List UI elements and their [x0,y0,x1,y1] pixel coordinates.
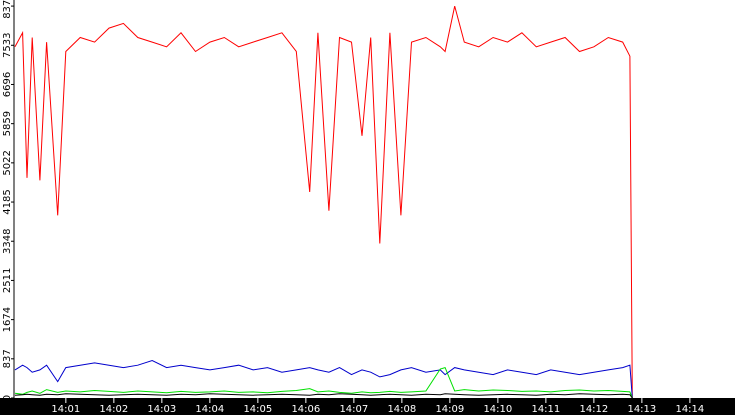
x-tick-label: 14:03 [147,404,176,415]
series-line [14,5,633,399]
y-tick-label: 6696 [2,72,13,97]
y-tick-label: 5859 [2,111,13,136]
y-tick-label: 5022 [2,150,13,175]
series-line [14,366,633,399]
x-tick-label: 14:13 [627,404,656,415]
x-axis-band [0,398,735,415]
series-line [14,359,633,399]
y-tick-label: 8370 [2,0,13,19]
x-tick-label: 14:14 [675,404,704,415]
x-tick-label: 14:01 [51,404,80,415]
y-tick-label: 1674 [2,307,13,332]
x-tick-label: 14:06 [291,404,320,415]
x-tick-label: 14:07 [339,404,368,415]
x-tick-label: 14:11 [531,404,560,415]
y-tick-label: 4185 [2,189,13,214]
x-tick-label: 14:08 [387,404,416,415]
y-tick-label: 2511 [2,268,13,293]
y-tick-label: 3348 [2,229,13,254]
y-tick-label: 7533 [2,33,13,58]
x-tick-label: 14:12 [579,404,608,415]
y-tick-label: 0 [2,395,13,401]
y-tick-label: 837 [2,349,13,368]
x-tick-label: 14:02 [99,404,128,415]
x-tick-label: 14:04 [195,404,224,415]
x-tick-label: 14:05 [243,404,272,415]
series-line [14,393,633,399]
x-tick-label: 14:10 [483,404,512,415]
x-tick-label: 14:09 [435,404,464,415]
